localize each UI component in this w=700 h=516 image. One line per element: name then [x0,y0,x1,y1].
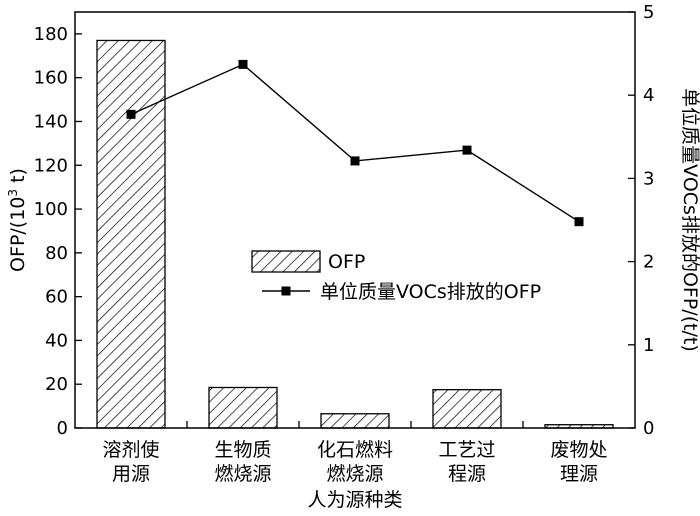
y-right-tick-label: 5 [643,2,654,23]
x-category-label: 生物质 [214,439,271,461]
x-category-label: 废物处 [550,439,607,461]
y-right-tick-label: 4 [643,85,654,106]
y-left-tick-label: 80 [45,243,68,264]
y-left-tick-label: 160 [34,68,68,89]
x-category-label: 程源 [448,463,486,485]
x-category-label: 燃烧源 [326,463,383,485]
y-left-tick-label: 40 [45,330,68,351]
bar-ofp-3 [432,389,502,429]
point-ofp-per-mass-1 [238,59,248,69]
y-axis-left-title: OFP/(103 t) [6,168,29,272]
point-ofp-per-mass-2 [350,156,360,166]
y-left-tick-label: 20 [45,374,68,395]
legend-line-marker [281,286,291,296]
legend: OFP 单位质量VOCs排放的OFP [251,250,541,303]
bar-ofp-0 [96,39,166,429]
y-right-tick-label: 0 [643,418,654,439]
x-category-label: 工艺过 [438,439,495,461]
x-category-label: 溶剂使 [102,439,159,461]
point-ofp-per-mass-3 [462,145,472,155]
bar-ofp-2 [320,413,390,429]
point-ofp-per-mass-0 [126,109,136,119]
legend-ofp-label: OFP [328,251,365,273]
ofp-per-mass-line-layer [126,59,584,227]
y-left-tick-label: 140 [34,111,68,132]
x-category-label: 化石燃料 [317,439,393,461]
y-right-tick-label: 2 [643,252,654,273]
y-right-tick-label: 1 [643,335,654,356]
y-left-tick-label: 100 [34,199,68,220]
y-left-tick-label: 0 [57,418,68,439]
legend-ofp-swatch [251,250,321,273]
y-axis-right-title: 单位质量VOCs排放的OFP/(t/t) [679,88,700,352]
ticks-layer: 0 20 40 60 80 100 120 140 160 180 0 1 2 3 4 5 [34,2,655,439]
y-left-tick-label: 120 [34,155,68,176]
x-axis-title: 人为源种类 [307,489,402,511]
bars-layer [96,39,614,429]
y-left-tick-label: 180 [34,24,68,45]
x-category-label: 燃烧源 [214,463,271,485]
y-right-tick-label: 3 [643,168,654,189]
plot-frame [74,11,636,429]
x-category-label: 用源 [112,463,150,485]
legend-ofp-per-mass-label: 单位质量VOCs排放的OFP [320,281,541,303]
point-ofp-per-mass-4 [574,217,584,227]
y-left-tick-label: 60 [45,287,68,308]
bar-ofp-1 [208,386,278,429]
line-ofp-per-mass [130,63,580,223]
x-category-label: 理源 [560,463,598,485]
